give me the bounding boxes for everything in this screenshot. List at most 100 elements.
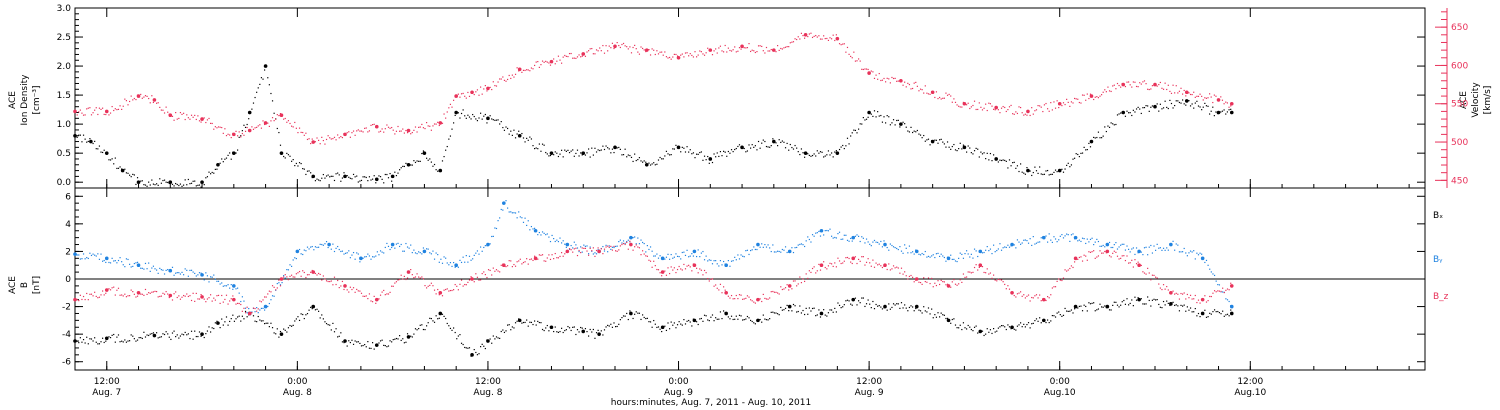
- ion-density-trace-dot: [907, 130, 909, 132]
- velocity-trace-dot: [972, 104, 974, 107]
- bx-trace-dot: [308, 309, 310, 311]
- velocity-trace-dot: [319, 143, 321, 145]
- bx-trace-dot: [1105, 306, 1107, 309]
- by-trace-dot: [818, 230, 820, 233]
- by-trace-dot: [313, 249, 315, 251]
- bx-trace-dot: [840, 307, 842, 309]
- velocity-trace-dot: [1193, 91, 1195, 93]
- bz-trace-dot: [82, 295, 85, 298]
- velocity-trace-dot: [681, 53, 683, 55]
- bx-trace-dot: [1104, 305, 1106, 307]
- velocity-trace-dot: [257, 125, 259, 127]
- bz-trace-dot: [1132, 266, 1134, 268]
- ion-density-trace-dot: [799, 153, 801, 156]
- bz-trace-dot: [615, 250, 617, 252]
- bz-trace-dot: [1072, 266, 1074, 269]
- by-trace-dot: [1072, 233, 1074, 235]
- by-trace-dot: [168, 270, 170, 272]
- by-trace-dot: [681, 251, 683, 254]
- ion-density-trace-dot: [862, 117, 864, 119]
- bx-trace-dot: [546, 324, 548, 327]
- bz-trace-dot: [1053, 286, 1055, 288]
- x-tick-time-label: 0:00: [668, 377, 688, 387]
- by-trace-dot: [470, 259, 472, 261]
- bz-trace-dot: [1194, 294, 1196, 297]
- by-trace-dot: [969, 256, 971, 258]
- ion-density-trace-dot: [373, 175, 375, 177]
- ion-density-trace-dot: [561, 149, 563, 151]
- bfield-ytick-label: -6: [62, 358, 71, 368]
- by-trace-dot: [465, 255, 467, 257]
- bz-trace-dot: [356, 288, 358, 291]
- by-trace-dot: [346, 252, 348, 254]
- ion-density-trace-dot: [783, 141, 785, 143]
- bz-point: [438, 290, 443, 295]
- bx-trace-dot: [954, 324, 957, 326]
- bz-trace-dot: [116, 289, 118, 291]
- by-trace-dot: [1104, 246, 1106, 248]
- bx-trace-dot: [716, 318, 718, 320]
- bz-trace-dot: [1162, 284, 1165, 286]
- ion-density-trace-dot: [262, 78, 264, 80]
- bx-trace-dot: [815, 315, 817, 317]
- bx-trace-dot: [429, 317, 431, 319]
- bx-trace-dot: [278, 336, 280, 338]
- bz-trace-dot: [318, 272, 320, 275]
- bz-trace-dot: [1178, 298, 1181, 300]
- velocity-trace-dot: [470, 92, 472, 94]
- ion-density-trace-dot: [1225, 113, 1227, 115]
- bz-trace-dot: [225, 294, 228, 296]
- by-point: [263, 304, 268, 309]
- bz-trace-dot: [316, 274, 318, 276]
- ion-density-trace-dot: [619, 148, 621, 150]
- bz-trace-dot: [586, 250, 588, 252]
- ion-density-trace-dot: [553, 154, 555, 156]
- bx-trace-dot: [1016, 325, 1019, 327]
- by-trace-dot: [553, 238, 555, 240]
- bx-trace-dot: [865, 303, 868, 305]
- by-trace-dot: [929, 256, 931, 258]
- velocity-trace-dot: [438, 124, 440, 127]
- by-trace-dot: [962, 257, 965, 259]
- velocity-trace-dot: [826, 37, 828, 40]
- velocity-trace-dot: [584, 55, 587, 57]
- by-trace-dot: [1080, 240, 1082, 243]
- bz-trace-dot: [905, 275, 907, 277]
- velocity-trace-dot: [518, 70, 520, 72]
- bx-trace-dot: [157, 337, 159, 339]
- ion-density-trace-dot: [702, 159, 704, 161]
- bx-trace-dot: [486, 339, 488, 341]
- bz-trace-dot: [692, 263, 695, 265]
- bx-trace-dot: [553, 330, 555, 333]
- x-tick-time-label: 12:00: [1237, 377, 1263, 387]
- bz-trace-dot: [319, 273, 321, 276]
- by-trace-dot: [1029, 238, 1031, 240]
- by-trace-dot: [610, 248, 612, 250]
- velocity-trace-dot: [327, 135, 329, 137]
- by-trace-dot: [1070, 234, 1073, 236]
- bz-trace-dot: [780, 286, 782, 288]
- bx-trace-dot: [805, 307, 807, 309]
- velocity-trace-dot: [530, 67, 533, 69]
- bz-trace-dot: [659, 272, 661, 274]
- ion-density-trace-dot: [672, 148, 674, 150]
- bx-trace-dot: [1213, 309, 1216, 311]
- velocity-trace-dot: [595, 49, 598, 51]
- by-trace-dot: [433, 258, 436, 260]
- ion-density-trace-dot: [973, 150, 976, 152]
- bx-trace-dot: [669, 328, 671, 330]
- bx-trace-dot: [810, 310, 812, 312]
- bz-trace-dot: [956, 284, 958, 286]
- ion-density-trace-dot: [811, 154, 814, 157]
- bx-trace-dot: [314, 309, 317, 311]
- bx-point: [660, 325, 665, 330]
- velocity-trace-dot: [697, 54, 699, 56]
- ion-density-point: [486, 116, 490, 121]
- ion-density-trace-dot: [765, 145, 768, 148]
- ion-density-trace-dot: [240, 135, 242, 137]
- ion-density-trace-dot: [665, 150, 668, 152]
- ion-density-trace-dot: [406, 163, 409, 165]
- bz-trace-dot: [1213, 290, 1216, 292]
- bz-point: [851, 256, 856, 261]
- velocity-trace-dot: [724, 44, 726, 47]
